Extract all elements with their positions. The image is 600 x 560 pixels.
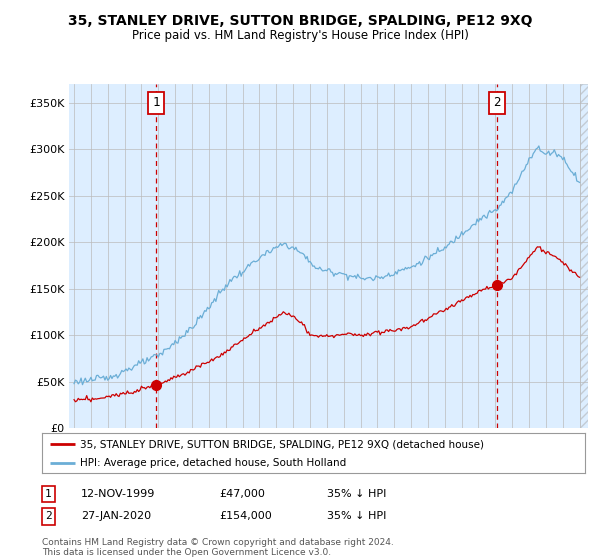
Text: £47,000: £47,000 — [219, 489, 265, 499]
Text: 35, STANLEY DRIVE, SUTTON BRIDGE, SPALDING, PE12 9XQ (detached house): 35, STANLEY DRIVE, SUTTON BRIDGE, SPALDI… — [80, 439, 484, 449]
Text: 35, STANLEY DRIVE, SUTTON BRIDGE, SPALDING, PE12 9XQ: 35, STANLEY DRIVE, SUTTON BRIDGE, SPALDI… — [68, 14, 532, 28]
Text: 1: 1 — [152, 96, 160, 109]
Text: 1: 1 — [45, 489, 52, 499]
Text: 35% ↓ HPI: 35% ↓ HPI — [327, 489, 386, 499]
Text: 2: 2 — [493, 96, 500, 109]
Text: 2: 2 — [45, 511, 52, 521]
Text: Price paid vs. HM Land Registry's House Price Index (HPI): Price paid vs. HM Land Registry's House … — [131, 29, 469, 42]
Text: Contains HM Land Registry data © Crown copyright and database right 2024.
This d: Contains HM Land Registry data © Crown c… — [42, 538, 394, 557]
Text: 27-JAN-2020: 27-JAN-2020 — [81, 511, 151, 521]
Text: £154,000: £154,000 — [219, 511, 272, 521]
Text: 12-NOV-1999: 12-NOV-1999 — [81, 489, 155, 499]
Text: HPI: Average price, detached house, South Holland: HPI: Average price, detached house, Sout… — [80, 458, 346, 468]
Text: 35% ↓ HPI: 35% ↓ HPI — [327, 511, 386, 521]
